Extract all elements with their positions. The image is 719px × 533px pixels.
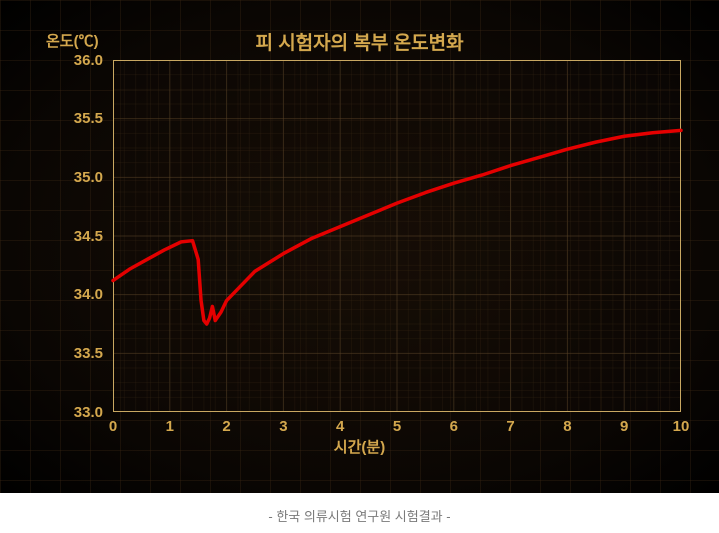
- x-axis-label: 시간(분): [0, 436, 719, 457]
- x-tick-label: 7: [506, 418, 514, 435]
- y-tick-label: 34.0: [74, 286, 103, 303]
- plot-area: [113, 60, 681, 412]
- y-tick-label: 34.5: [74, 228, 103, 245]
- x-tick-label: 9: [620, 418, 628, 435]
- x-tick-label: 1: [166, 418, 174, 435]
- x-tick-label: 8: [563, 418, 571, 435]
- x-tick-label: 6: [450, 418, 458, 435]
- x-tick-label: 3: [279, 418, 287, 435]
- y-tick-label: 35.5: [74, 110, 103, 127]
- y-axis-label: 온도(℃): [46, 30, 99, 51]
- data-line: [113, 60, 681, 412]
- y-tick-label: 33.5: [74, 345, 103, 362]
- chart-container: 피 시험자의 복부 온도변화 온도(℃) 시간(분) 0 1 2 3 4 5 6 7 8 9 10 3…: [0, 0, 719, 493]
- y-tick-label: 33.0: [74, 404, 103, 421]
- x-tick-label: 4: [336, 418, 344, 435]
- caption: - 한국 의류시험 연구원 시험결과 -: [0, 506, 719, 525]
- x-tick-label: 10: [673, 418, 690, 435]
- x-tick-label: 0: [109, 418, 117, 435]
- x-tick-label: 5: [393, 418, 401, 435]
- chart-title: 피 시험자의 복부 온도변화: [0, 28, 719, 55]
- y-tick-label: 36.0: [74, 52, 103, 69]
- x-tick-label: 2: [222, 418, 230, 435]
- y-tick-label: 35.0: [74, 169, 103, 186]
